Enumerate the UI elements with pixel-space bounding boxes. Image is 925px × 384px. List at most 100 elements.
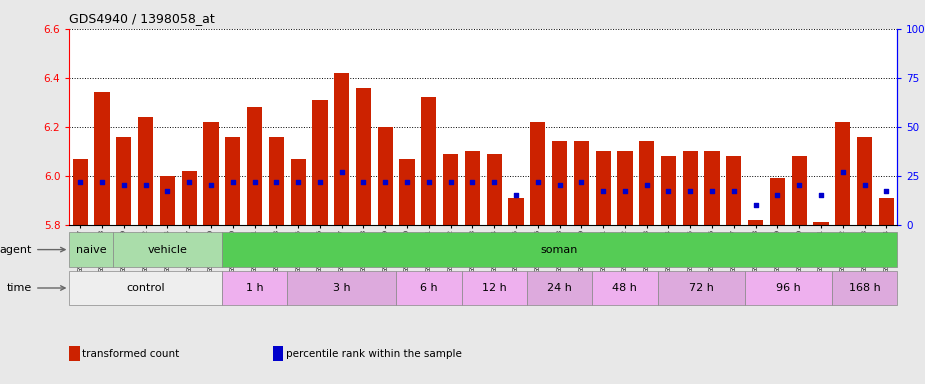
Point <box>574 179 588 185</box>
Point <box>857 182 872 189</box>
Bar <box>225 136 241 225</box>
Bar <box>421 97 437 225</box>
Point <box>770 192 784 199</box>
Point <box>683 188 697 194</box>
Bar <box>464 151 480 225</box>
Text: 48 h: 48 h <box>612 283 637 293</box>
Text: 1 h: 1 h <box>246 283 264 293</box>
Bar <box>204 122 218 225</box>
Point <box>356 179 371 185</box>
Bar <box>705 151 720 225</box>
Point <box>618 188 633 194</box>
Point <box>835 169 850 175</box>
Bar <box>138 117 154 225</box>
Bar <box>658 271 745 305</box>
Text: 3 h: 3 h <box>333 283 351 293</box>
Point <box>530 179 545 185</box>
Text: soman: soman <box>541 245 578 255</box>
Point <box>726 188 741 194</box>
Bar <box>792 156 807 225</box>
Bar <box>835 122 850 225</box>
Text: percentile rank within the sample: percentile rank within the sample <box>286 349 462 359</box>
Bar <box>334 73 350 225</box>
Point <box>552 182 567 189</box>
Point <box>269 179 284 185</box>
Bar <box>222 232 897 267</box>
Point <box>73 179 88 185</box>
Bar <box>770 178 785 225</box>
Bar <box>222 271 288 305</box>
Bar <box>745 271 832 305</box>
Bar <box>617 151 633 225</box>
Bar <box>443 154 458 225</box>
Point <box>487 179 501 185</box>
Point <box>182 179 197 185</box>
Point <box>334 169 349 175</box>
Point <box>748 202 763 208</box>
Bar <box>288 271 396 305</box>
Text: naive: naive <box>76 245 106 255</box>
Bar <box>813 222 829 225</box>
Bar <box>879 198 894 225</box>
Point <box>204 182 218 189</box>
Point <box>792 182 807 189</box>
Point <box>639 182 654 189</box>
Bar <box>857 136 872 225</box>
Bar <box>462 271 527 305</box>
Point <box>400 179 414 185</box>
Point <box>814 192 829 199</box>
Bar <box>247 107 262 225</box>
Point <box>661 188 676 194</box>
Bar <box>748 220 763 225</box>
Point <box>596 188 611 194</box>
Text: agent: agent <box>0 245 65 255</box>
Bar <box>313 100 327 225</box>
Bar <box>509 198 524 225</box>
Bar <box>530 122 546 225</box>
Point <box>313 179 327 185</box>
Text: GDS4940 / 1398058_at: GDS4940 / 1398058_at <box>69 12 216 25</box>
Point <box>290 179 305 185</box>
Text: 96 h: 96 h <box>776 283 801 293</box>
Text: transformed count: transformed count <box>82 349 179 359</box>
Bar <box>396 271 462 305</box>
Bar <box>552 141 567 225</box>
Bar <box>113 232 222 267</box>
Bar <box>527 271 592 305</box>
Text: control: control <box>127 283 165 293</box>
Bar <box>487 154 502 225</box>
Point <box>226 179 240 185</box>
Point <box>138 182 153 189</box>
Text: 6 h: 6 h <box>420 283 438 293</box>
Point <box>160 188 175 194</box>
Text: 24 h: 24 h <box>547 283 572 293</box>
Point <box>378 179 393 185</box>
Bar <box>726 156 742 225</box>
Bar <box>683 151 697 225</box>
Point <box>117 182 131 189</box>
Point <box>443 179 458 185</box>
Bar <box>73 159 88 225</box>
Point <box>422 179 437 185</box>
Bar <box>660 156 676 225</box>
Bar <box>377 127 393 225</box>
Bar <box>69 271 222 305</box>
Text: 168 h: 168 h <box>849 283 881 293</box>
Bar <box>574 141 589 225</box>
Bar <box>356 88 371 225</box>
Text: vehicle: vehicle <box>147 245 188 255</box>
Point <box>94 179 109 185</box>
Bar <box>69 232 113 267</box>
Text: time: time <box>6 283 65 293</box>
Bar <box>290 159 306 225</box>
Bar <box>160 176 175 225</box>
Bar <box>94 93 110 225</box>
Point <box>879 188 894 194</box>
Bar <box>269 136 284 225</box>
Point <box>509 192 524 199</box>
Text: 72 h: 72 h <box>689 283 713 293</box>
Point <box>247 179 262 185</box>
Text: 12 h: 12 h <box>482 283 507 293</box>
Bar <box>592 271 658 305</box>
Bar <box>400 159 414 225</box>
